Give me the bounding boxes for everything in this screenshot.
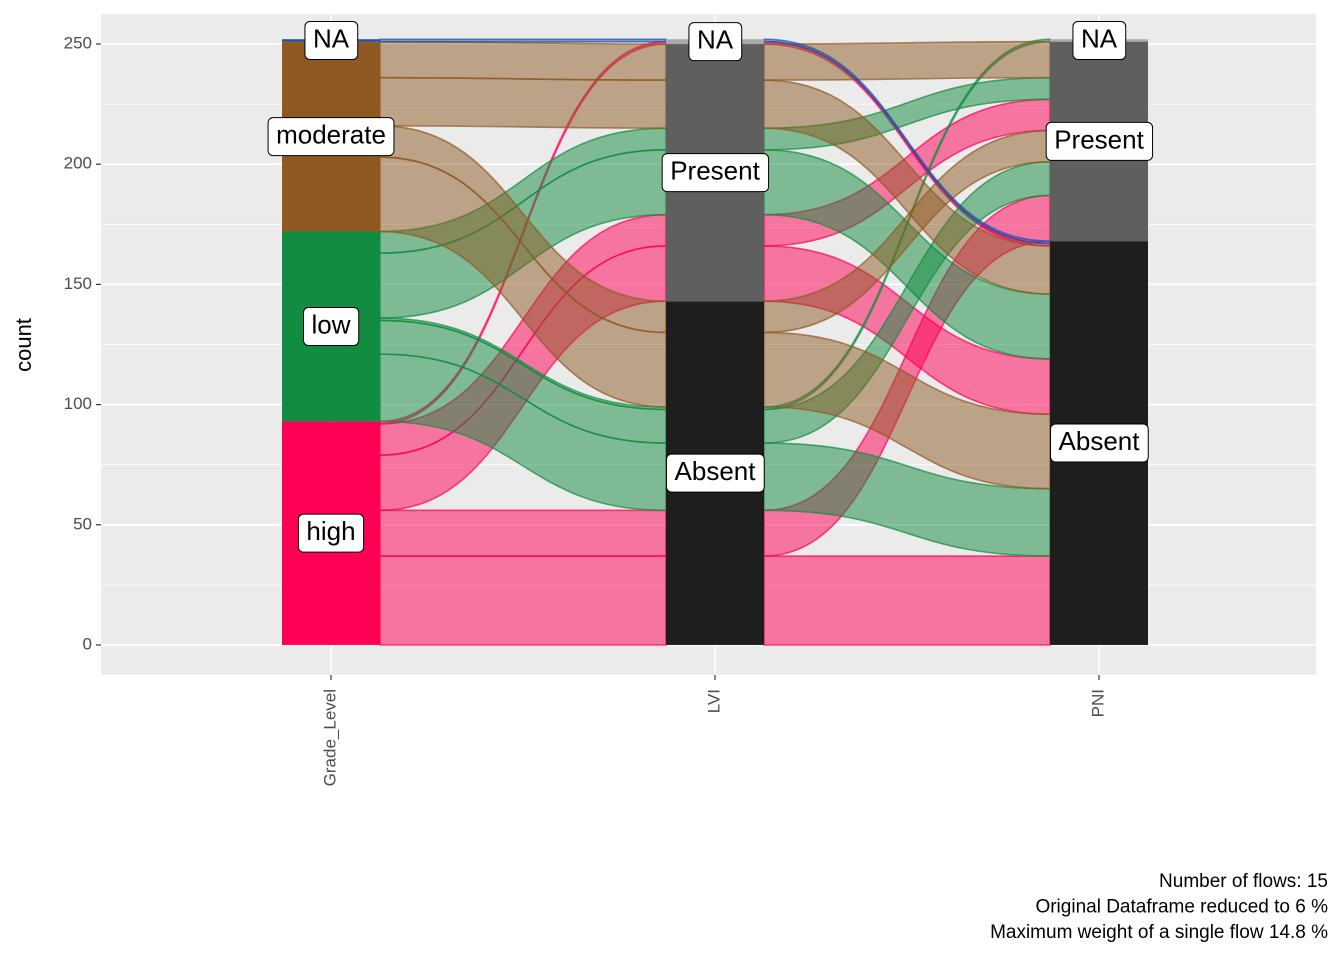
y-tick-label: 200 bbox=[64, 154, 92, 173]
stratum-label-box bbox=[688, 22, 743, 62]
stratum-label: Present bbox=[1054, 124, 1144, 154]
stratum-label-box bbox=[666, 453, 765, 493]
caption-line: Maximum weight of a single flow 14.8 % bbox=[990, 922, 1328, 943]
stratum-label: NA bbox=[1081, 23, 1118, 53]
stratum-label-box bbox=[1045, 121, 1154, 161]
stratum-label-box bbox=[661, 153, 770, 193]
caption-line: Number of flows: 15 bbox=[1159, 871, 1328, 892]
stratum-label: Absent bbox=[1059, 426, 1141, 456]
stratum-label: Present bbox=[670, 156, 760, 186]
y-tick-label: 0 bbox=[83, 634, 92, 653]
stratum-label: high bbox=[306, 516, 355, 546]
stratum-label-box bbox=[302, 306, 360, 346]
x-tick-label: Grade_Level bbox=[320, 689, 339, 786]
stratum-label: Absent bbox=[675, 456, 757, 486]
stratum-label-box bbox=[267, 117, 395, 157]
stratum-label-box bbox=[1072, 20, 1127, 60]
stratum-label-box bbox=[297, 513, 365, 553]
x-tick-label: PNI bbox=[1088, 689, 1107, 717]
stratum-label: NA bbox=[697, 25, 734, 55]
y-axis-title: count bbox=[11, 318, 36, 372]
y-tick-label: 150 bbox=[64, 274, 92, 293]
stratum-label-box bbox=[1050, 423, 1149, 463]
stratum-label: low bbox=[311, 309, 350, 339]
stratum-label-box bbox=[304, 20, 359, 60]
stratum-label: NA bbox=[313, 23, 350, 53]
y-tick-label: 100 bbox=[64, 394, 92, 413]
y-tick-label: 50 bbox=[73, 514, 92, 533]
x-tick-label: LVI bbox=[704, 689, 723, 713]
caption-line: Original Dataframe reduced to 6 % bbox=[1035, 897, 1328, 918]
axes: 0 50 100 150 200 250 Grade_Level LVI PNI bbox=[64, 34, 1108, 787]
stratum-label: moderate bbox=[276, 119, 386, 149]
stratum-labels: high low moderate NA Absent Present NA Absent Pr… bbox=[267, 20, 1154, 553]
y-tick-label: 250 bbox=[64, 34, 92, 53]
